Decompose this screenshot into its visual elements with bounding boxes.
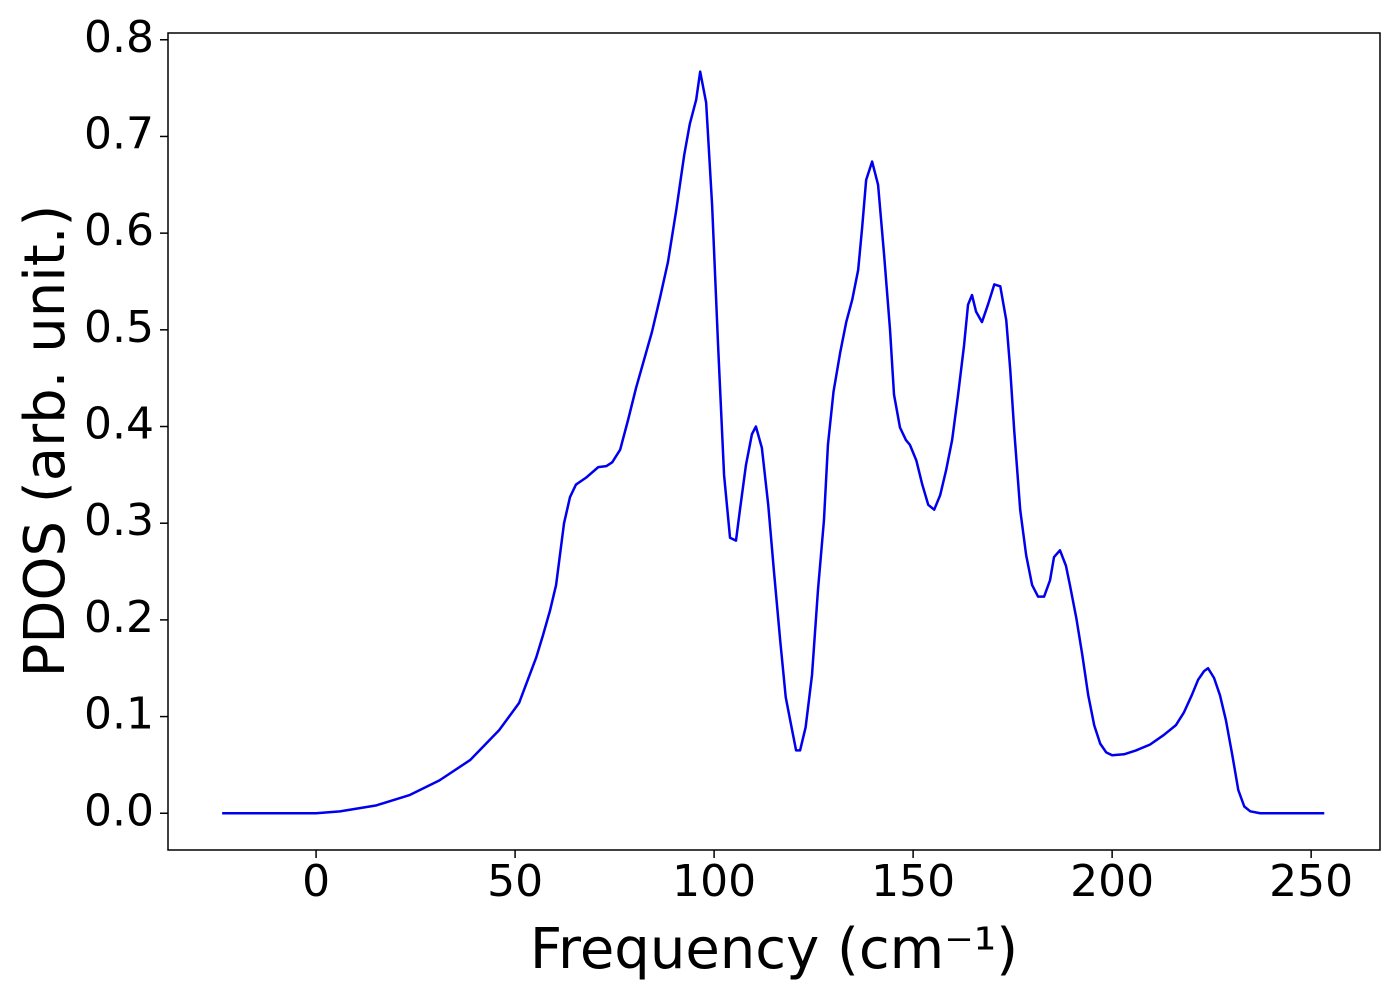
y-tick-label: 0.0 — [84, 785, 154, 836]
y-tick-label: 0.1 — [84, 689, 154, 740]
y-tick-label: 0.2 — [84, 592, 154, 643]
plot-frame — [167, 32, 1381, 851]
x-tick-label: 150 — [871, 856, 955, 907]
y-tick-label: 0.4 — [84, 399, 154, 450]
y-tick-label: 0.8 — [84, 12, 154, 63]
x-tick-label: 100 — [672, 856, 756, 907]
y-axis-label: PDOS (arb. unit.) — [13, 205, 78, 678]
y-tick-label: 0.5 — [84, 302, 154, 353]
y-tick-label: 0.7 — [84, 108, 154, 159]
y-tick-label: 0.6 — [84, 205, 154, 256]
x-tick-label: 250 — [1269, 856, 1353, 907]
x-tick-label: 200 — [1070, 856, 1154, 907]
x-axis-label: Frequency (cm⁻¹) — [530, 917, 1018, 982]
x-tick-label: 0 — [302, 856, 330, 907]
x-tick-label: 50 — [487, 856, 543, 907]
pdos-line — [222, 70, 1325, 815]
y-tick-label: 0.3 — [84, 495, 154, 546]
